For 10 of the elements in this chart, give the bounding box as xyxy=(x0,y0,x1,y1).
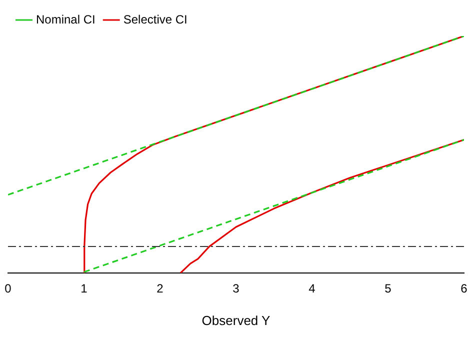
x-tick-label: 4 xyxy=(308,282,316,296)
x-tick-label: 2 xyxy=(156,282,164,296)
x-tick-label: 6 xyxy=(460,282,468,296)
x-tick-label: 5 xyxy=(384,282,392,296)
x-axis-title: Observed Y xyxy=(202,312,271,328)
x-tick-label: 1 xyxy=(80,282,88,296)
legend-label: Nominal CI xyxy=(36,12,96,26)
legend-label: Selective CI xyxy=(123,12,188,26)
x-tick-label: 3 xyxy=(232,282,240,296)
x-tick-label: 0 xyxy=(4,282,12,296)
